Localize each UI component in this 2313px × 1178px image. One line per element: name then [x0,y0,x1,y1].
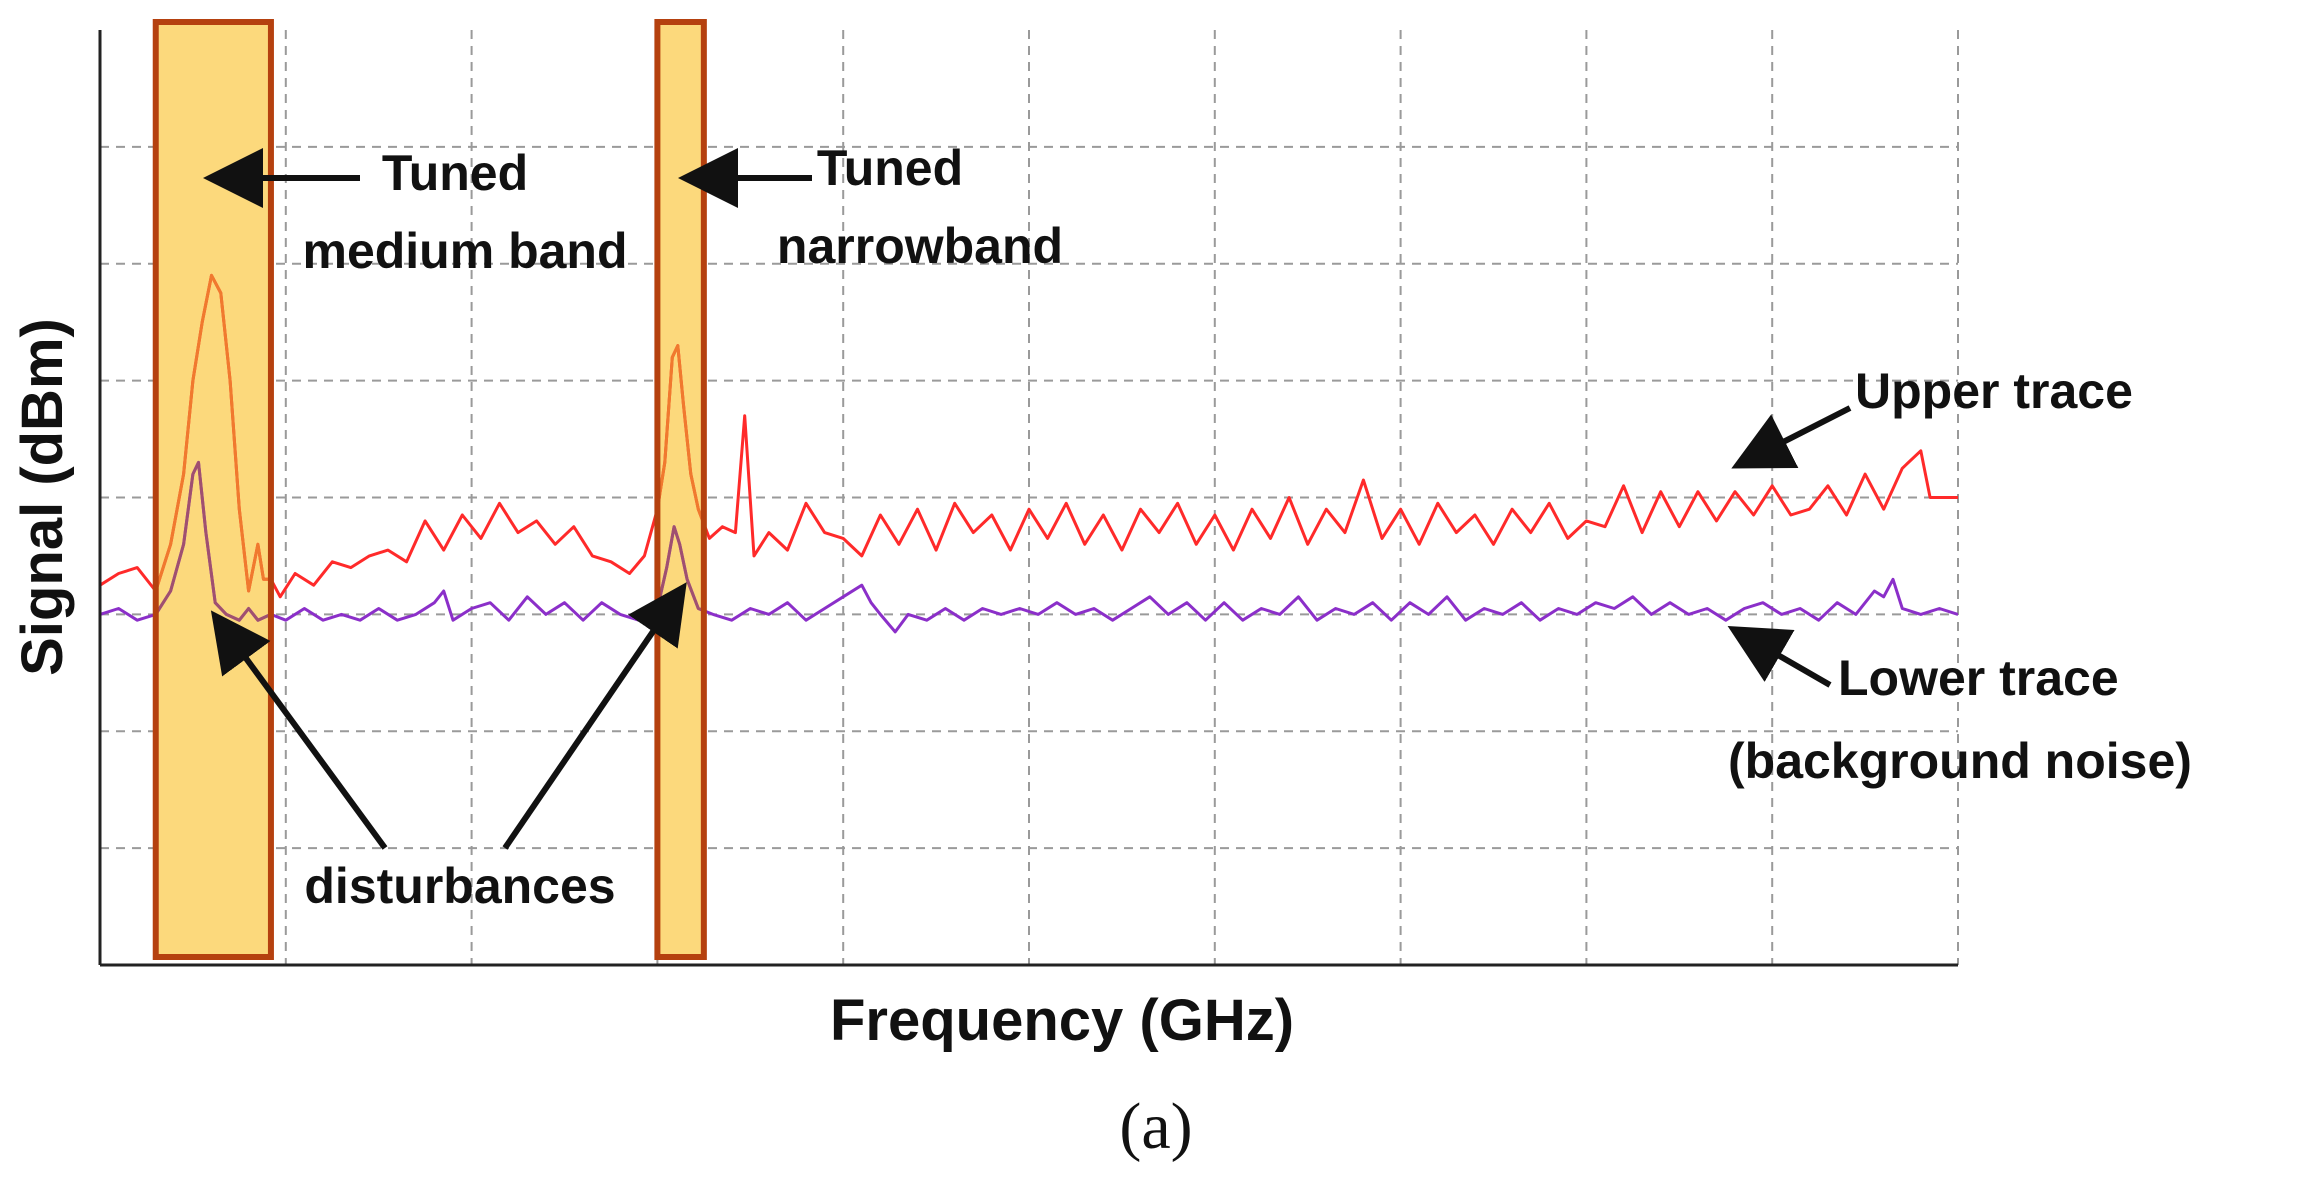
arrow-upper-trace [1731,405,1852,469]
x-axis-title: Frequency (GHz) [830,988,1294,1053]
annotation-tuned-medium-band: Tuned medium band [203,145,628,279]
panel-label: (a) [1119,1090,1192,1163]
annotation-tuned-medium-band-line1: Tuned [382,145,528,201]
annotation-lower-trace-line1: Lower trace [1838,650,2119,706]
gridlines [100,30,1959,965]
annotation-lower-trace-line2: (background noise) [1728,733,2192,789]
annotation-tuned-medium-band-line2: medium band [302,223,627,279]
annotation-disturbances-text: disturbances [304,858,615,914]
annotation-disturbances: disturbances [210,582,687,914]
annotation-upper-trace: Upper trace [1731,363,2133,469]
trace-lower [100,460,1958,634]
annotation-lower-trace: Lower trace (background noise) [1727,626,2192,789]
band-narrow-outline [654,19,707,960]
traces [100,273,1958,634]
arrow-disturbances-right [502,582,687,850]
band-medium-fill [155,22,271,957]
annotation-tuned-narrowband-line2: narrowband [777,218,1063,274]
annotation-tuned-narrowband-line1: Tuned [817,140,963,196]
band-medium-outline [152,19,274,960]
y-axis-title: Signal (dBm) [10,318,75,676]
arrow-disturbances-left [210,610,388,850]
arrow-lower-trace [1727,626,1832,688]
trace-upper [100,273,1958,599]
band-outlines [152,19,707,960]
annotation-upper-trace-text: Upper trace [1855,363,2133,419]
annotation-tuned-narrowband: Tuned narrowband [678,140,1063,274]
band-narrow-fill [657,22,704,957]
